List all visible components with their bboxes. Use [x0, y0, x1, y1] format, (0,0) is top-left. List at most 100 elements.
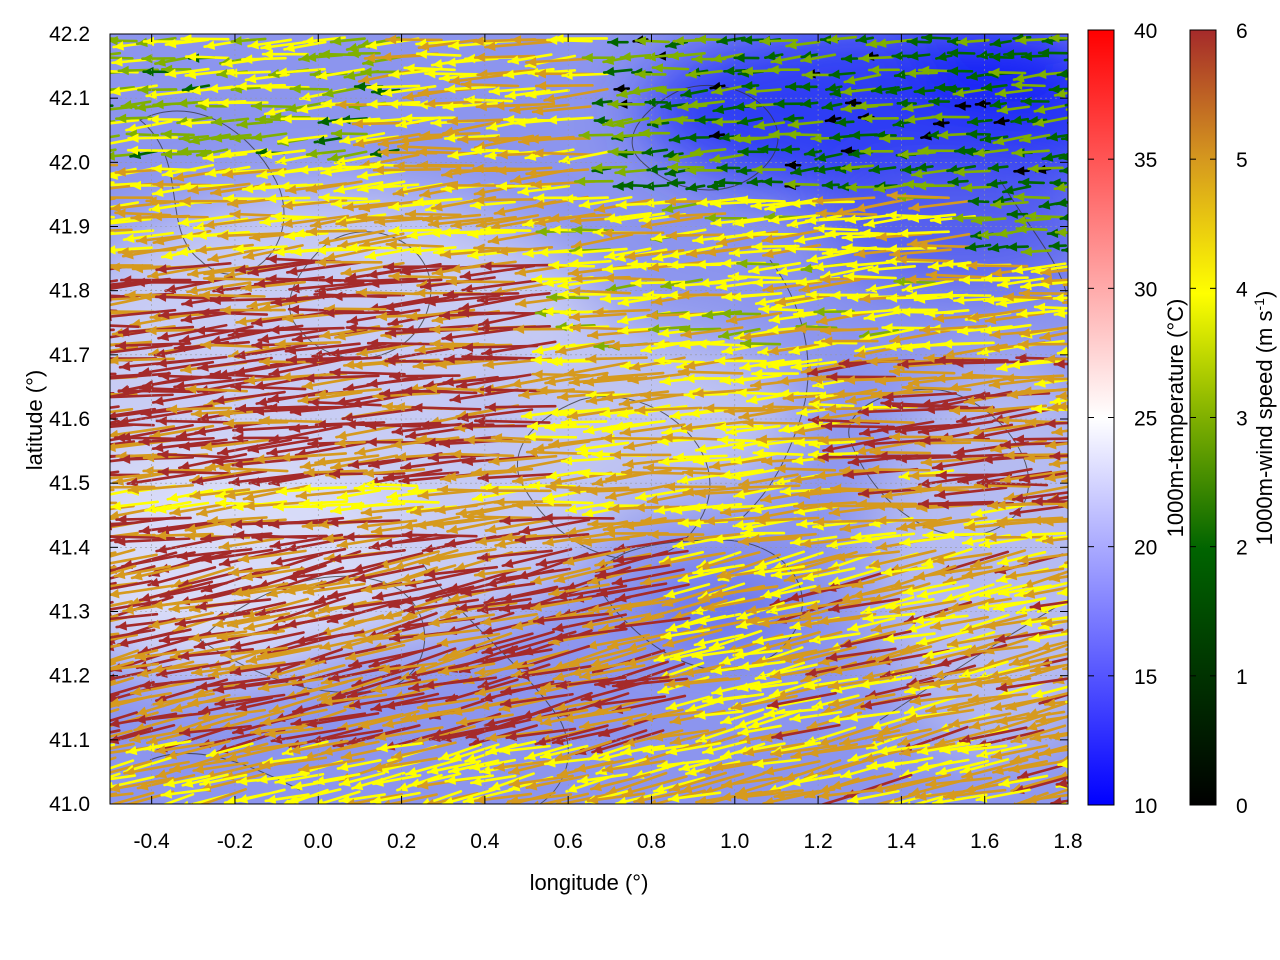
wind-arrow-head — [284, 231, 296, 241]
wind-arrow — [110, 516, 118, 521]
wind-arrow-head — [478, 323, 490, 334]
wind-arrow-head — [346, 323, 357, 333]
wind-arrow-head — [697, 197, 708, 207]
wind-arrow — [1049, 454, 1068, 458]
wind-arrow-head — [316, 389, 327, 399]
wind-arrow-head — [953, 358, 964, 368]
wind-arrow-head — [496, 165, 507, 176]
wind-arrow-head — [619, 398, 631, 408]
wind-arrow-head — [933, 461, 944, 472]
wind-arrow-head — [836, 117, 847, 127]
wind-arrow-head — [415, 344, 426, 355]
wind-arrow-head — [416, 147, 428, 157]
wind-arrow-head — [582, 52, 593, 63]
wind-arrow-head — [1014, 166, 1025, 176]
wind-arrow-head — [335, 156, 346, 166]
wind-arrow-head — [1041, 267, 1052, 277]
wind-arrow-head — [645, 52, 656, 62]
wind-arrow — [843, 376, 912, 382]
wind-arrow-head — [786, 81, 797, 92]
wind-arrow-head — [620, 360, 632, 371]
wind-arrow-head — [827, 372, 838, 382]
wind-arrow-head — [958, 260, 969, 271]
wind-arrow-head — [249, 477, 261, 487]
wind-arrow-head — [1071, 647, 1082, 656]
wind-arrow-head — [844, 75, 856, 85]
wind-arrow-head — [52, 694, 63, 703]
wind-arrow — [209, 297, 287, 302]
wind-arrow-head — [827, 34, 839, 44]
wind-arrow-head — [83, 579, 94, 588]
wind-arrow-head — [978, 229, 990, 240]
wind-arrow — [110, 345, 139, 353]
wind-arrow-head — [809, 449, 820, 460]
wind-arrow-head — [388, 317, 400, 327]
wind-arrow-head — [361, 67, 372, 77]
wind-arrow-head — [692, 54, 703, 64]
wind-arrow-head — [826, 83, 838, 93]
wind-arrow-head — [321, 99, 332, 109]
wind-arrow-head — [1054, 182, 1066, 192]
wind-arrow-head — [958, 326, 969, 336]
wind-arrow — [891, 404, 969, 409]
wind-arrow — [982, 404, 1048, 412]
wind-arrow-head — [389, 225, 400, 236]
wind-arrow-head — [966, 242, 977, 252]
wind-arrow-head — [618, 325, 629, 336]
wind-arrow — [110, 407, 157, 418]
wind-arrow-head — [733, 375, 745, 385]
wind-arrow-head — [886, 256, 897, 267]
wind-arrow-head — [907, 238, 919, 248]
wind-arrow-head — [439, 72, 451, 83]
wind-arrow-head — [592, 449, 603, 460]
wind-arrow-head — [1068, 118, 1078, 128]
wind-arrow-head — [205, 167, 217, 178]
wind-arrow — [110, 228, 133, 232]
wind-arrow — [563, 361, 629, 376]
wind-arrow — [627, 372, 691, 383]
wind-arrow-head — [686, 182, 698, 192]
wind-arrow-head — [445, 84, 456, 94]
wind-arrow-head — [775, 296, 787, 307]
wind-arrow-head — [935, 355, 946, 366]
wind-arrow-head — [497, 149, 508, 160]
wind-arrow — [366, 375, 443, 386]
wind-arrow-head — [741, 338, 752, 349]
wind-arrow-head — [444, 341, 455, 351]
wind-arrow-head — [1057, 69, 1068, 79]
wind-arrow-head — [765, 202, 777, 212]
wind-arrow — [886, 193, 950, 200]
wind-arrow-head — [165, 38, 177, 49]
wind-arrow — [999, 441, 1068, 447]
wind-arrow-head — [128, 145, 139, 156]
wind-arrow-head — [513, 475, 524, 485]
wind-arrow-head — [518, 186, 529, 197]
wind-arrow-head — [241, 282, 253, 293]
wind-arrow — [110, 70, 139, 74]
wind-arrow — [318, 229, 385, 245]
wind-arrow — [568, 375, 634, 385]
wind-arrow — [110, 472, 160, 480]
wind-arrow-head — [778, 376, 789, 386]
wind-arrow — [474, 419, 551, 424]
wind-arrow-head — [159, 371, 170, 381]
wind-arrow-head — [165, 284, 177, 294]
wind-arrow-head — [695, 115, 706, 125]
wind-arrow-head — [325, 252, 336, 262]
wind-arrow-head — [890, 249, 901, 259]
wind-arrow-head — [769, 214, 780, 225]
wind-arrow-head — [448, 180, 458, 191]
wind-arrow-head — [743, 229, 754, 240]
wind-arrow-head — [605, 250, 616, 261]
wind-arrow-head — [331, 198, 343, 209]
wind-arrow-head — [717, 35, 728, 46]
wind-arrow-head — [287, 293, 298, 304]
wind-arrow-head — [722, 291, 733, 302]
wind-arrow-head — [631, 278, 642, 288]
wind-arrow-head — [94, 184, 104, 194]
wind-arrow — [157, 323, 228, 340]
wind-arrow-head — [75, 390, 85, 400]
wind-arrow-head — [366, 40, 378, 50]
wind-arrow — [418, 423, 495, 427]
wind-arrow-head — [330, 469, 341, 479]
